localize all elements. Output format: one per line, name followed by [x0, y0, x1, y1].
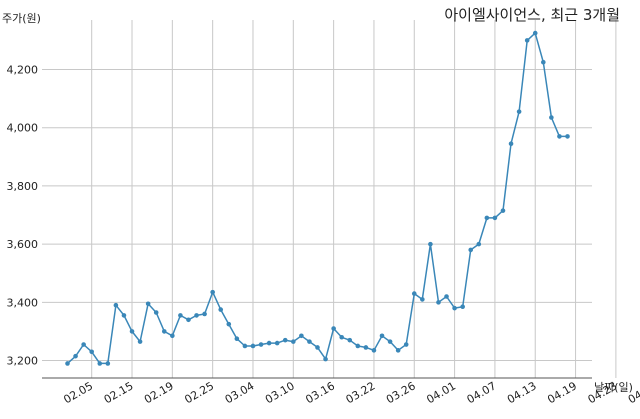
data-point — [549, 115, 554, 120]
data-point — [468, 247, 474, 253]
data-point — [395, 348, 401, 353]
data-point — [476, 241, 482, 247]
x-tick-label: 03.04 — [223, 379, 257, 406]
data-point — [121, 313, 127, 318]
data-point — [129, 329, 135, 334]
data-point — [387, 339, 393, 344]
data-point — [363, 345, 369, 350]
data-point — [89, 349, 94, 355]
data-point — [161, 329, 167, 334]
data-point — [81, 342, 86, 347]
data-point — [460, 304, 465, 309]
data-point — [565, 134, 570, 139]
x-tick-label: 02.15 — [102, 379, 136, 406]
x-tick-label: 02.25 — [182, 379, 216, 406]
data-point — [282, 337, 288, 343]
data-point — [508, 141, 514, 146]
data-point — [186, 317, 191, 323]
data-point — [371, 348, 377, 353]
x-tick-label: 04.07 — [465, 379, 499, 406]
chart-title: 아이엘사이언스, 최근 3개월 — [444, 6, 620, 24]
y-tick-label: 4,200 — [7, 63, 39, 76]
data-point — [105, 361, 111, 366]
data-point — [226, 321, 232, 327]
data-point — [73, 353, 78, 359]
x-tick-label: 03.22 — [344, 379, 378, 406]
y-tick-label: 3,600 — [7, 238, 39, 251]
data-point — [97, 361, 103, 366]
data-point — [113, 302, 119, 308]
data-point — [500, 208, 506, 213]
data-point — [234, 336, 240, 342]
x-axis: 02.05 02.15 02.19 02.25 03.04 03.10 03.16 03.22… — [42, 377, 640, 406]
data-point — [65, 361, 70, 366]
data-point — [492, 215, 498, 221]
data-point — [178, 313, 183, 318]
x-tick-label: 02.05 — [61, 379, 95, 406]
data-point — [436, 300, 441, 305]
data-point — [170, 333, 175, 339]
y-tick-label: 3,400 — [7, 296, 39, 309]
data-point — [323, 356, 328, 362]
data-point — [516, 109, 522, 114]
data-point — [411, 291, 417, 296]
x-tick-label: 04.19 — [545, 379, 579, 406]
data-point — [250, 343, 256, 349]
data-point — [444, 294, 449, 299]
data-point — [379, 333, 385, 339]
data-point — [218, 307, 224, 312]
y-axis-label: 주가(원) — [2, 12, 41, 25]
data-point — [315, 345, 320, 350]
data-point — [532, 30, 538, 36]
data-point — [258, 342, 264, 347]
x-tick-label: 04.01 — [424, 379, 458, 406]
data-point — [153, 310, 159, 315]
y-tick-label: 3,200 — [7, 355, 39, 368]
data-point — [347, 337, 353, 343]
data-point — [403, 342, 409, 347]
x-axis-label: 날짜(일) — [594, 381, 633, 394]
grid — [42, 20, 617, 378]
y-tick-label: 4,000 — [7, 122, 39, 135]
data-point — [202, 311, 207, 317]
data-point — [484, 215, 490, 221]
data-point — [291, 339, 296, 344]
x-tick-label: 03.10 — [263, 379, 297, 406]
data-point — [557, 134, 562, 139]
data-point — [420, 297, 425, 302]
data-point — [145, 301, 151, 307]
y-axis: 3,200 3,400 3,600 3,800 4,000 4,200 — [7, 63, 39, 367]
data-point — [355, 343, 361, 349]
data-point — [524, 38, 530, 43]
series-line — [67, 32, 568, 365]
data-point — [331, 326, 336, 331]
data-point — [274, 340, 280, 346]
x-tick-label: 04.13 — [505, 379, 539, 406]
data-point — [339, 334, 344, 340]
data-point — [541, 59, 546, 65]
x-tick-label: 02.19 — [142, 379, 176, 406]
data-point — [307, 339, 312, 344]
data-point — [210, 289, 215, 295]
series — [65, 30, 570, 366]
y-tick-label: 3,800 — [7, 180, 39, 193]
data-point — [299, 333, 304, 339]
x-tick-label: 03.16 — [303, 379, 337, 406]
data-point — [137, 339, 143, 344]
data-point — [194, 313, 199, 318]
x-tick-label: 03.26 — [384, 379, 418, 406]
data-point — [452, 305, 457, 311]
data-point — [242, 343, 248, 349]
data-point — [266, 340, 272, 346]
data-point — [428, 241, 433, 247]
